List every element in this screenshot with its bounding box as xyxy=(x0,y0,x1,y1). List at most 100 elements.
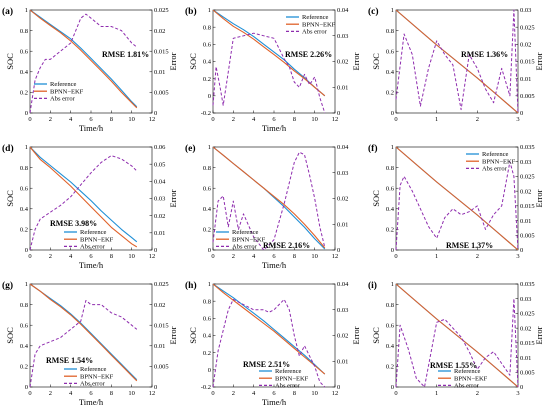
panel-h-y2label: Error xyxy=(351,326,361,344)
panel-i-legend-ref-text: Reference xyxy=(454,368,480,375)
panel-d-xtick-label: 6 xyxy=(89,253,93,260)
panel-d-xtick-label: 0 xyxy=(28,253,31,260)
panel-c-y2tick-label: 0.005 xyxy=(520,93,535,100)
panel-h-ylabel: SOC xyxy=(188,327,198,344)
panel-b-xtick-label: 10 xyxy=(311,116,318,123)
panel-g-xtick-label: 8 xyxy=(110,390,113,397)
panel-a-legend-ref-text: Reference xyxy=(50,81,76,88)
panel-i-ylabel: SOC xyxy=(371,327,381,344)
panel-d-y2tick-label: 0.06 xyxy=(154,144,166,151)
panel-h-series-ref-line xyxy=(212,283,326,375)
panel-c-xtick-label: 3 xyxy=(516,116,519,123)
panel-i-y2tick-label: 0.02 xyxy=(520,325,531,332)
panel-i-y2tick-label: 0.005 xyxy=(520,369,535,376)
panel-h-ytick-label: 0.6 xyxy=(203,316,212,323)
panel-e-label: (e) xyxy=(185,143,196,154)
panel-c-ytick-label: 1 xyxy=(391,7,394,14)
panel-h-xtick-label: 4 xyxy=(252,390,256,397)
panel-d-y2tick-label: 0.01 xyxy=(154,230,165,237)
panel-d-ytick-label: 0 xyxy=(25,247,28,254)
panel-a-xtick-label: 10 xyxy=(128,116,135,123)
panel-e-ytick-label: 0.8 xyxy=(203,165,211,172)
panel-g-xtick-label: 10 xyxy=(128,390,135,397)
panel-i-xtick-label: 0 xyxy=(394,390,397,397)
panel-h-legend-abs-text: Abs error xyxy=(275,383,301,390)
panel-i-rmse-label: RMSE 1.55% xyxy=(430,361,477,370)
panel-e-legend-abs-text: Abs error xyxy=(232,244,258,251)
panel-b-y2tick-label: 0.01 xyxy=(337,84,348,91)
panel-d-xtick-label: 10 xyxy=(128,253,135,260)
panel-d-series-bpnn-line xyxy=(29,146,138,248)
panel-c-ytick-label: 0.6 xyxy=(386,48,395,55)
panel-h-ytick-label: -0.2 xyxy=(201,384,211,391)
panel-e-ytick-label: 1 xyxy=(208,144,211,151)
panel-c-ytick-label: 0 xyxy=(391,110,394,117)
panel-h-ytick-label: 0.4 xyxy=(203,333,212,340)
panel-b-ytick-label: 0 xyxy=(208,93,211,100)
panel-i-ytick-label: 0.2 xyxy=(386,364,394,371)
panel-b-series-ref-line xyxy=(212,9,326,97)
panel-d-legend-ref-text: Reference xyxy=(80,229,106,236)
panel-g-legend-bpnn-text: BPNN−EKF xyxy=(80,373,114,380)
panel-i-y2tick-label: 0 xyxy=(520,384,523,391)
panel-i-legend-bpnn-text: BPNN−EKF xyxy=(454,375,488,382)
panel-b-xtick-label: 12 xyxy=(332,116,339,123)
panel-i-legend-abs-text: Abs error xyxy=(454,383,480,390)
panel-f-ytick-label: 0 xyxy=(391,247,394,254)
panel-d-ytick-label: 0.6 xyxy=(20,185,29,192)
panel-d-y2label: Error xyxy=(168,189,178,207)
panel-b-series-bpnn-line xyxy=(212,9,326,97)
panel-h-y2tick-label: 0.03 xyxy=(337,307,348,314)
panel-e-xtick-label: 4 xyxy=(252,253,256,260)
panel-i-y2tick-label: 0.025 xyxy=(520,311,535,318)
panel-e-rmse-label: RMSE 2.16% xyxy=(263,241,310,250)
panel-i-ytick-label: 0.4 xyxy=(386,343,395,350)
panel-d-ytick-label: 0.8 xyxy=(20,165,28,172)
panel-e-legend-bpnn-text: BPNN−EKF xyxy=(232,236,266,243)
panel-b-ylabel: SOC xyxy=(188,53,198,70)
panel-d-y2tick-label: 0 xyxy=(154,247,157,254)
panel-f-plot-area xyxy=(395,146,519,251)
panel-i-xtick-label: 1 xyxy=(435,390,438,397)
panel-f-legend-ref-text: Reference xyxy=(482,151,508,158)
panel-a-ytick-label: 0 xyxy=(25,110,28,117)
panel-e-xtick-label: 12 xyxy=(332,253,339,260)
panel-a-y2tick-label: 0.005 xyxy=(154,90,169,97)
panel-a-y2tick-label: 0 xyxy=(154,110,157,117)
panel-f-legend-bpnn-text: BPNN−EKF xyxy=(482,158,516,165)
panel-f-y2tick-label: 0.03 xyxy=(520,159,531,166)
panel-d-xtick-label: 8 xyxy=(110,253,113,260)
panel-b-rmse-label: RMSE 2.26% xyxy=(285,50,332,59)
panel-a-xtick-label: 0 xyxy=(28,116,31,123)
panel-d-y2tick-label: 0.02 xyxy=(154,213,165,220)
panel-h-legend-ref-text: Reference xyxy=(275,368,301,375)
panel-b-legend-abs-text: Abs error xyxy=(302,29,328,36)
panel-c-ytick-label: 0.2 xyxy=(386,90,394,97)
panel-b-ytick-label: -0.2 xyxy=(201,110,211,117)
panel-b-y2label: Error xyxy=(351,52,361,70)
panel-a-y2tick-label: 0.015 xyxy=(154,48,169,55)
panel-f-xtick-label: 2 xyxy=(476,253,479,260)
panel-i-y2tick-label: 0.015 xyxy=(520,340,535,347)
panel-g-xtick-label: 12 xyxy=(149,390,156,397)
panel-b-xtick-label: 6 xyxy=(272,116,276,123)
panel-f-label: (f) xyxy=(368,143,378,154)
panel-c-series-bpnn-line xyxy=(395,9,519,114)
panel-a-xlabel: Time/h xyxy=(79,123,104,133)
panel-c-y2tick-label: 0.02 xyxy=(520,42,531,49)
panel-b-ytick-label: 0.2 xyxy=(203,76,211,83)
panel-g-y2label: Error xyxy=(168,326,178,344)
panel-a-ytick-label: 0.8 xyxy=(20,28,28,35)
panel-h-xtick-label: 12 xyxy=(332,390,339,397)
panel-f-y2tick-label: 0.02 xyxy=(520,188,531,195)
panel-g-y2tick-label: 0.015 xyxy=(154,322,169,329)
panel-h-xtick-label: 8 xyxy=(293,390,296,397)
panel-g-series-ref-line xyxy=(29,283,138,381)
panel-c-xtick-label: 1 xyxy=(435,116,438,123)
panel-f-series-abs-line xyxy=(395,161,519,251)
panel-h-series-abs-line xyxy=(212,298,326,388)
panel-b-legend-bpnn-text: BPNN−EKF xyxy=(302,21,336,28)
panel-d-legend-abs-text: Abs error xyxy=(80,244,106,251)
panel-c-y2label: Error xyxy=(534,52,544,70)
panel-b-xlabel: Time/h xyxy=(262,123,287,133)
